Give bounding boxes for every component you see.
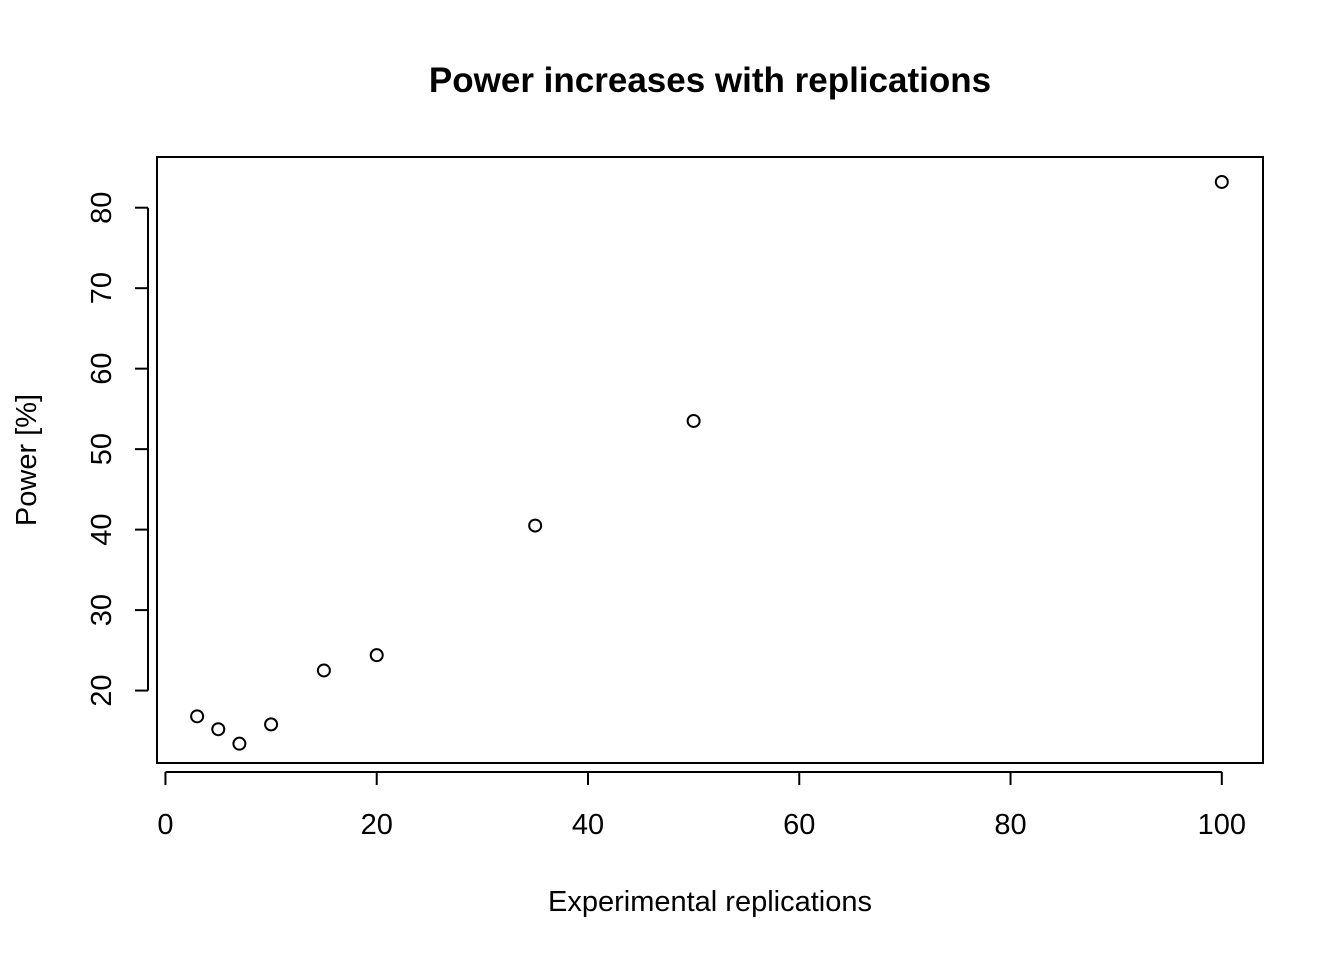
data-point bbox=[190, 709, 205, 724]
y-tick-label: 30 bbox=[86, 594, 118, 626]
x-tick-label: 0 bbox=[157, 809, 173, 841]
y-tick-label: 20 bbox=[86, 674, 118, 706]
x-tick-label: 80 bbox=[994, 809, 1026, 841]
data-points bbox=[190, 174, 1229, 751]
data-point bbox=[528, 518, 543, 533]
x-tick-label: 60 bbox=[783, 809, 815, 841]
y-axis: 20 30 40 50 60 70 80 bbox=[86, 192, 149, 707]
y-axis-label: Power [%] bbox=[11, 394, 43, 526]
data-point bbox=[232, 736, 247, 751]
data-point bbox=[369, 648, 384, 663]
data-point bbox=[686, 413, 701, 428]
y-tick-label: 70 bbox=[86, 272, 118, 304]
x-tick-label: 100 bbox=[1198, 809, 1246, 841]
y-tick-label: 40 bbox=[86, 513, 118, 545]
data-point bbox=[211, 722, 226, 737]
plot-frame bbox=[156, 156, 1264, 764]
data-point bbox=[264, 717, 279, 732]
x-tick-label: 40 bbox=[572, 809, 604, 841]
chart-title: Power increases with replications bbox=[429, 61, 991, 100]
data-point bbox=[316, 663, 331, 678]
data-point bbox=[1214, 174, 1229, 189]
y-tick-label: 50 bbox=[86, 433, 118, 465]
x-axis-label: Experimental replications bbox=[548, 886, 872, 918]
x-tick-label: 20 bbox=[361, 809, 393, 841]
y-tick-label: 60 bbox=[86, 353, 118, 385]
y-tick-label: 80 bbox=[86, 192, 118, 224]
x-axis: 0 20 40 60 80 100 bbox=[157, 771, 1246, 841]
